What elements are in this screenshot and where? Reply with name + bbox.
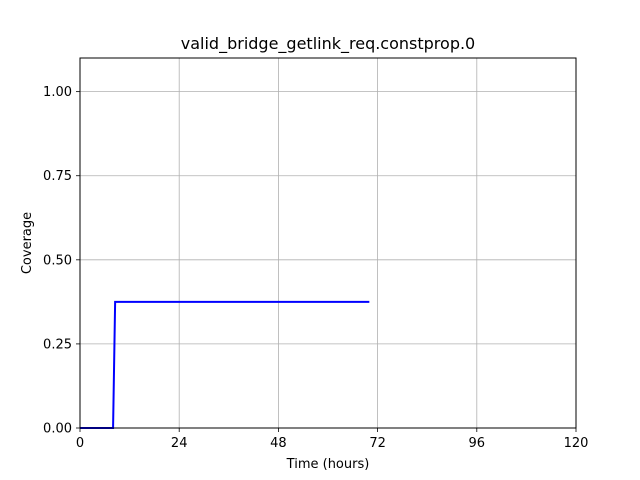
x-axis-label: Time (hours) [286, 457, 370, 472]
x-tick-label: 24 [171, 436, 188, 451]
x-tick-label: 48 [270, 436, 287, 451]
x-tick-label: 72 [369, 436, 386, 451]
plot-frame [79, 57, 577, 429]
plot-area [80, 58, 576, 428]
y-tick-label: 0.75 [43, 169, 72, 184]
x-tick-label: 96 [469, 436, 486, 451]
y-axis-label: Coverage [20, 212, 35, 274]
x-tick-label: 0 [76, 436, 84, 451]
chart-title: valid_bridge_getlink_req.constprop.0 [181, 34, 475, 54]
y-tick-label: 0.50 [43, 253, 72, 268]
tick-layer: 0 24 48 72 96 120 0.00 0.25 0.50 0.75 1.00 [43, 85, 588, 451]
y-tick-label: 0.25 [43, 337, 72, 352]
grid-lines [79, 58, 577, 429]
y-tick-label: 0.00 [43, 422, 72, 437]
x-tick-label: 120 [564, 436, 589, 451]
y-tick-label: 1.00 [43, 85, 72, 100]
